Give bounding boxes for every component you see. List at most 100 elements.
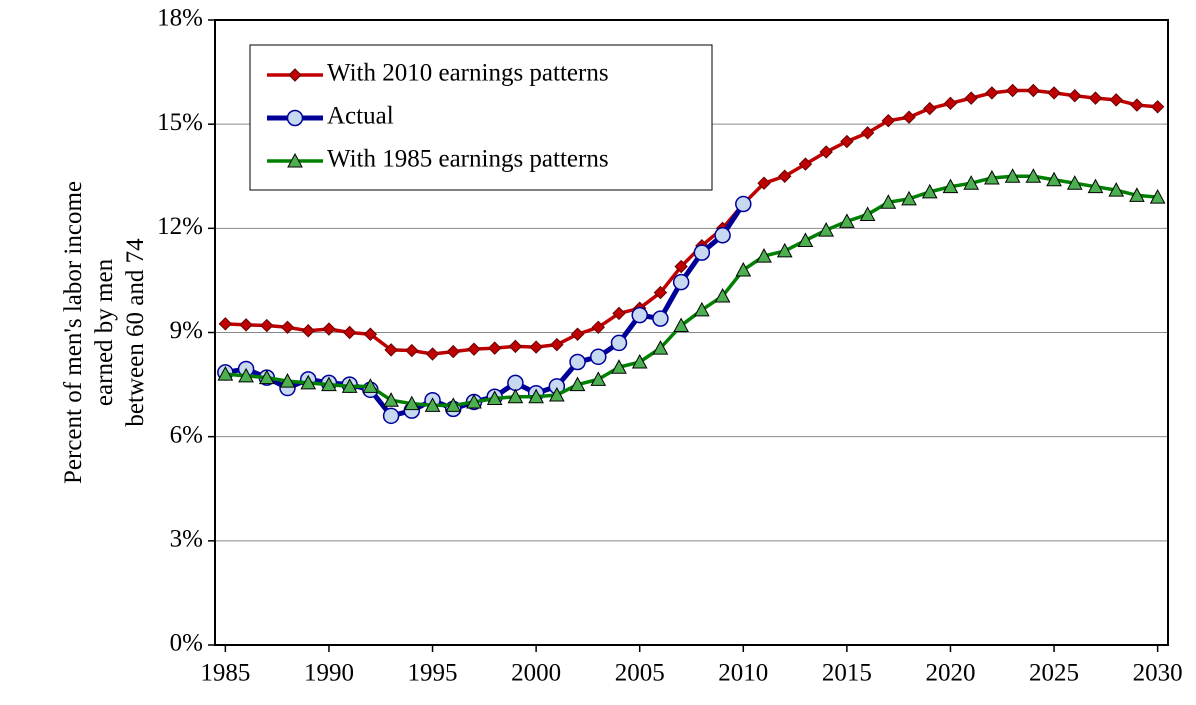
marker [548, 386, 565, 402]
marker [653, 285, 668, 300]
marker [405, 343, 419, 358]
marker [528, 388, 544, 404]
marker [902, 110, 916, 124]
marker [569, 376, 586, 392]
marker [1068, 88, 1082, 103]
marker [611, 359, 627, 374]
series-line [225, 174, 1158, 408]
marker [963, 175, 980, 190]
marker [984, 169, 1000, 185]
marker [964, 91, 978, 105]
marker [778, 169, 792, 183]
marker [797, 232, 814, 247]
y-tick-label: 0% [170, 630, 203, 657]
x-tick-label: 2030 [1133, 660, 1183, 687]
marker [631, 353, 648, 369]
marker [403, 395, 420, 411]
marker [590, 371, 607, 386]
marker [239, 318, 253, 332]
marker [631, 306, 648, 324]
x-tick-label: 2025 [1029, 660, 1079, 687]
y-axis-label-line: earned by men [91, 258, 118, 406]
y-tick-label: 3% [170, 526, 203, 553]
marker [735, 261, 752, 277]
marker [714, 287, 731, 303]
marker [819, 145, 833, 159]
y-axis-label-line: Percent of men's labor income [60, 181, 87, 484]
marker [301, 324, 315, 338]
marker [923, 101, 937, 116]
marker [880, 194, 897, 209]
marker [570, 327, 585, 341]
marker [714, 227, 731, 244]
marker [1025, 168, 1042, 183]
marker [590, 348, 607, 366]
marker [735, 195, 752, 213]
marker [279, 373, 296, 388]
y-tick-label: 6% [170, 421, 203, 448]
marker [218, 317, 233, 331]
marker [1026, 83, 1041, 98]
marker [238, 367, 254, 383]
marker [1005, 83, 1020, 98]
x-tick-label: 1985 [200, 660, 250, 687]
marker [942, 178, 959, 194]
marker [487, 341, 502, 355]
marker [382, 407, 400, 425]
marker [341, 378, 358, 393]
marker [322, 322, 336, 336]
marker [757, 176, 771, 190]
marker [672, 273, 690, 291]
marker [362, 378, 379, 393]
marker [342, 325, 357, 340]
marker [694, 301, 710, 317]
marker [612, 306, 626, 321]
marker [1130, 98, 1144, 112]
y-tick-label: 9% [170, 317, 203, 344]
marker [1047, 86, 1061, 100]
legend-marker [288, 68, 302, 82]
x-tick-label: 1995 [408, 660, 458, 687]
marker [881, 113, 896, 128]
y-tick-label: 12% [157, 213, 203, 240]
legend-label: With 2010 earnings patterns [327, 60, 609, 87]
marker [258, 369, 275, 385]
marker [674, 259, 688, 274]
legend-box [249, 44, 713, 191]
marker [384, 343, 398, 357]
marker [1046, 171, 1062, 187]
marker [1088, 91, 1103, 105]
marker [652, 340, 669, 355]
marker [985, 86, 999, 100]
marker [550, 337, 564, 352]
marker [610, 334, 628, 352]
marker [860, 126, 875, 140]
marker [507, 388, 524, 404]
legend-label: With 1985 earnings patterns [327, 146, 609, 173]
marker [280, 320, 295, 334]
marker [507, 374, 524, 392]
marker [859, 206, 876, 221]
marker [508, 339, 523, 354]
marker [652, 310, 669, 327]
x-tick-label: 2000 [511, 660, 561, 687]
marker [1004, 168, 1021, 183]
x-tick-label: 2015 [822, 660, 872, 687]
plot-frame [214, 19, 1169, 646]
marker [445, 397, 462, 412]
marker [1129, 187, 1145, 202]
marker [1108, 182, 1125, 197]
marker [529, 340, 543, 354]
x-tick-label: 1990 [304, 660, 354, 687]
marker [1149, 189, 1166, 204]
marker [424, 397, 441, 412]
marker [840, 134, 854, 149]
marker [921, 183, 938, 199]
marker [943, 96, 958, 111]
marker [467, 342, 481, 356]
marker [1066, 175, 1083, 190]
marker [1150, 100, 1165, 114]
y-tick-label: 15% [157, 109, 203, 136]
legend-marker [287, 152, 303, 168]
